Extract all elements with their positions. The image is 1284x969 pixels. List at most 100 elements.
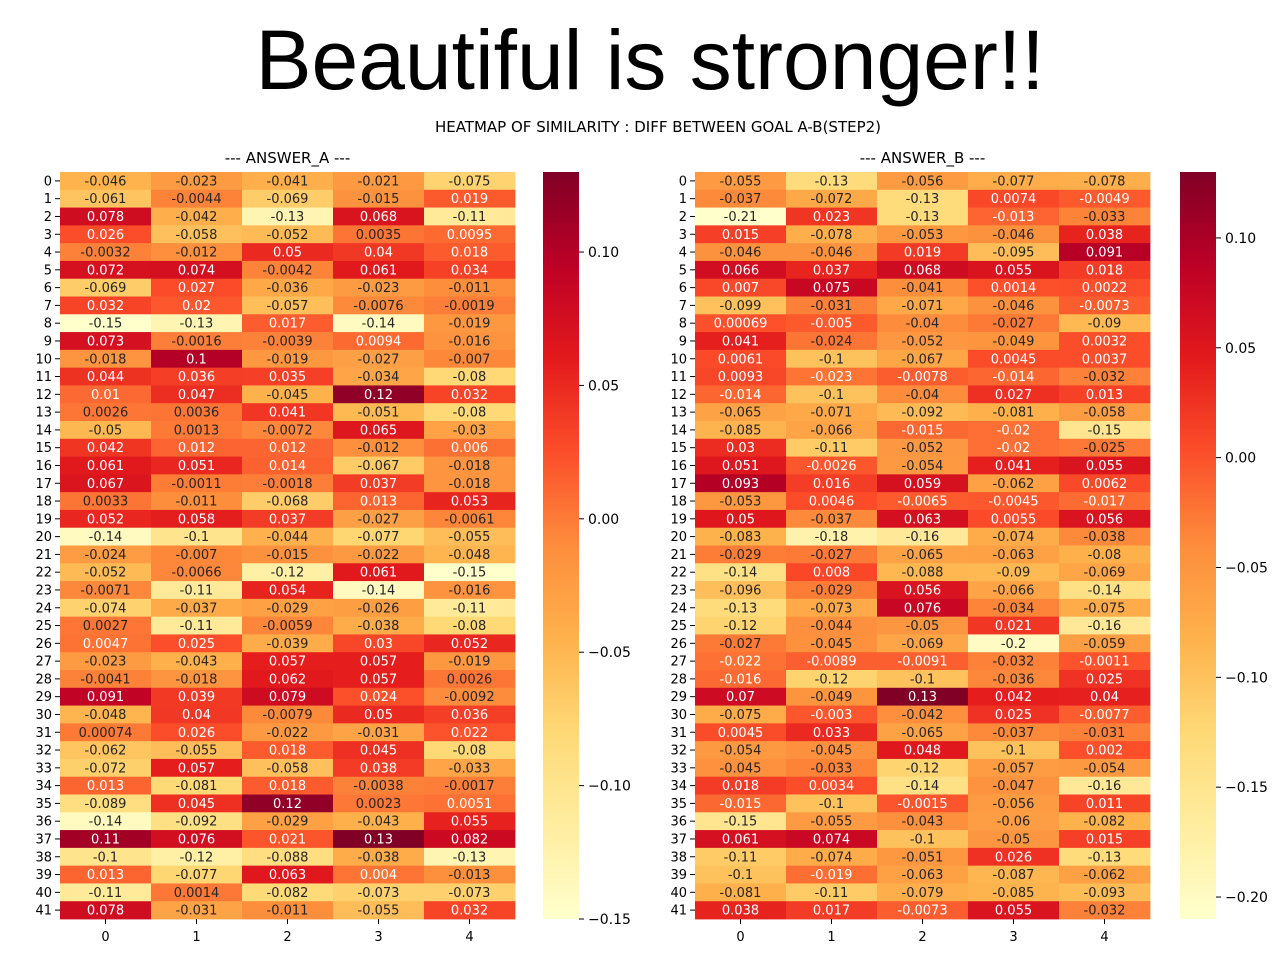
heatmap-cell xyxy=(151,652,243,671)
cell-label: -0.073 xyxy=(358,886,400,901)
heatmap-cell xyxy=(60,741,152,760)
y-tick-label: 6 xyxy=(44,281,52,296)
cell-label: 0.053 xyxy=(451,495,488,510)
heatmap-cell xyxy=(60,563,152,582)
y-tick-label: 9 xyxy=(679,334,687,349)
cell-label: -0.08 xyxy=(453,744,487,759)
x-tick-label: 3 xyxy=(1009,930,1017,945)
heatmap-cell xyxy=(242,243,334,262)
cell-label: -0.042 xyxy=(176,210,218,225)
heatmap-cell xyxy=(333,367,425,386)
heatmap-cell xyxy=(968,385,1060,404)
cell-label: 0.025 xyxy=(178,637,215,652)
heatmap-cell xyxy=(424,670,516,689)
y-tick-label: 14 xyxy=(670,423,687,438)
y-tick-label: 15 xyxy=(670,441,687,456)
cell-label: -0.027 xyxy=(720,637,762,652)
cell-label: -0.12 xyxy=(815,672,849,687)
cell-label: -0.14 xyxy=(89,815,123,830)
cell-label: -0.041 xyxy=(902,281,944,296)
heatmap-cell xyxy=(424,865,516,884)
colorbar-tick-label: −0.10 xyxy=(1225,670,1268,686)
cell-label: 0.03 xyxy=(364,637,393,652)
cell-label: 0.04 xyxy=(182,708,211,723)
heatmap-cell xyxy=(1059,367,1151,386)
heatmap-cell xyxy=(1059,670,1151,689)
heatmap-cell xyxy=(877,670,969,689)
cell-label: 0.0027 xyxy=(83,619,129,634)
cell-label: -0.0045 xyxy=(988,495,1038,510)
heatmap-cell xyxy=(242,189,334,208)
heatmap-cell xyxy=(242,652,334,671)
cell-label: -0.1 xyxy=(93,850,118,865)
y-tick-label: 9 xyxy=(44,334,52,349)
y-tick-label: 32 xyxy=(35,744,52,759)
heatmap-cell xyxy=(1059,794,1151,813)
heatmap-cell xyxy=(968,367,1060,386)
cell-label: 0.012 xyxy=(178,441,215,456)
cell-label: -0.033 xyxy=(811,761,853,776)
cell-label: -0.11 xyxy=(453,210,487,225)
heatmap-cell xyxy=(877,598,969,618)
heatmap-cell xyxy=(424,332,516,351)
panel-title: --- ANSWER_A --- xyxy=(225,149,351,168)
heatmap-cell xyxy=(695,652,787,671)
cell-label: -0.095 xyxy=(993,246,1035,261)
cell-label: 0.008 xyxy=(813,566,850,581)
heatmap-cell xyxy=(333,385,425,404)
cell-label: -0.066 xyxy=(993,583,1035,598)
heatmap-cell xyxy=(695,260,787,280)
cell-label: -0.033 xyxy=(449,761,491,776)
heatmap-cell xyxy=(151,189,243,208)
cell-label: -0.069 xyxy=(267,192,309,207)
y-tick-label: 27 xyxy=(670,655,687,670)
colorbar xyxy=(543,172,579,919)
cell-label: -0.007 xyxy=(449,352,491,367)
cell-label: 0.0051 xyxy=(447,797,493,812)
heatmap-cell xyxy=(786,207,878,226)
cell-label: -0.05 xyxy=(997,832,1031,847)
colorbar-tick-label: 0.00 xyxy=(1225,451,1256,467)
heatmap-cell xyxy=(424,278,516,297)
cell-label: -0.062 xyxy=(85,744,127,759)
cell-label: -0.037 xyxy=(720,192,762,207)
y-tick-label: 22 xyxy=(670,566,687,581)
heatmap-cell xyxy=(968,509,1060,529)
cell-label: 0.0032 xyxy=(1082,334,1128,349)
cell-label: -0.051 xyxy=(358,406,400,421)
heatmap-cell xyxy=(333,901,425,920)
heatmap-cell xyxy=(786,563,878,582)
y-tick-label: 37 xyxy=(35,832,52,847)
heatmap-cell xyxy=(242,687,334,706)
heatmap-cell xyxy=(60,652,152,671)
heatmap-panel-answer-a: --- ANSWER_A --- -0.046 -0.023 -0.041 -0.021… xyxy=(35,149,630,945)
y-tick-label: 0 xyxy=(44,174,52,189)
heatmap-cell xyxy=(242,207,334,226)
cell-label: -0.0076 xyxy=(353,299,403,314)
heatmap-cell xyxy=(424,741,516,760)
y-tick-label: 5 xyxy=(679,263,687,278)
heatmap-cell xyxy=(695,847,787,867)
heatmap-cell xyxy=(424,189,516,208)
heatmap-cell xyxy=(786,545,878,564)
cell-label: 0.055 xyxy=(1086,459,1123,474)
cell-label: -0.18 xyxy=(815,530,849,545)
heatmap-cell xyxy=(424,794,516,813)
cell-label: -0.1 xyxy=(819,352,844,367)
cell-label: -0.08 xyxy=(453,370,487,385)
heatmap-cell xyxy=(786,403,878,422)
heatmap-cell xyxy=(968,456,1060,475)
cell-label: -0.081 xyxy=(720,886,762,901)
cell-label: -0.051 xyxy=(902,850,944,865)
cell-label: 0.055 xyxy=(995,263,1032,278)
cell-label: 0.034 xyxy=(451,263,488,278)
heatmap-cell xyxy=(1059,474,1151,493)
cell-label: -0.017 xyxy=(1084,495,1126,510)
heatmap-cell xyxy=(333,758,425,778)
cell-label: -0.031 xyxy=(811,299,853,314)
y-tick-label: 3 xyxy=(679,228,687,243)
heatmap-cell xyxy=(695,687,787,706)
heatmap-cell xyxy=(786,189,878,208)
cell-label: -0.011 xyxy=(267,904,309,919)
cell-label: -0.056 xyxy=(993,797,1035,812)
